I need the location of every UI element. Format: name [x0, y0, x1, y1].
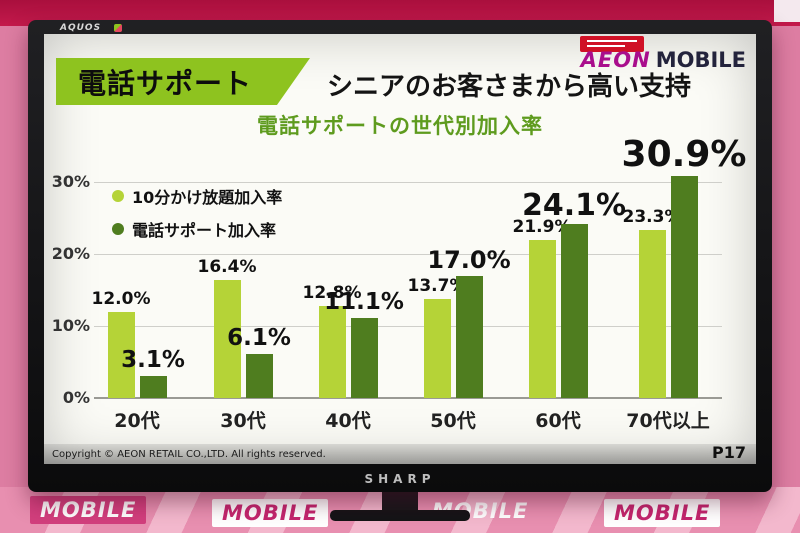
mobile-logo-text: MOBILE — [655, 48, 746, 72]
legend-item: 電話サポート加入率 — [112, 217, 282, 241]
bar-phone-support — [350, 318, 378, 398]
chart-title: 電話サポートの世代別加入率 — [257, 114, 543, 138]
value-label: 16.4% — [197, 256, 257, 277]
bar-phone-support — [139, 375, 167, 398]
value-label: 13.7% — [407, 276, 467, 297]
sharp-logo: SHARP — [364, 472, 436, 486]
gridline — [94, 397, 722, 399]
legend-label: 10分かけ放題加入率 — [132, 188, 283, 207]
bar-unlimited-call — [423, 299, 451, 398]
x-axis-category: 30代 — [220, 410, 266, 432]
copyright-text: Copyright © AEON RETAIL CO.,LTD. All rig… — [52, 449, 326, 460]
y-axis-tick: 0% — [62, 388, 90, 407]
x-axis-category: 70代以上 — [626, 410, 710, 432]
backdrop-brand-text: MOBILE — [30, 496, 147, 524]
gridline — [94, 325, 722, 327]
bar-phone-support — [245, 354, 273, 398]
value-label: 6.1% — [227, 325, 291, 352]
page-number: P17 — [712, 443, 746, 462]
legend-item: 10分かけ放題加入率 — [112, 184, 282, 208]
chart-plot: 0% 10% 20% 30% 12.0% 16.4% 12.8% 13.7% 21.9% 23.3… — [44, 34, 756, 464]
legend-dot-icon — [112, 223, 124, 235]
bar-unlimited-call — [213, 279, 241, 398]
tv-stand-base — [330, 510, 470, 521]
y-axis-tick: 30% — [51, 172, 90, 191]
x-axis-category: 20代 — [114, 410, 160, 432]
legend-label: 電話サポート加入率 — [132, 221, 277, 240]
tv-screen: AEON MOBILE 電話サポート シニアのお客さまから高い支持 電話サポートの… — [44, 34, 756, 464]
bar-unlimited-call — [638, 230, 666, 398]
value-label: 12.8% — [302, 282, 362, 303]
aquos-logo: AQUOS — [60, 23, 102, 33]
value-label: 30.9% — [621, 133, 747, 175]
bar-unlimited-call — [107, 311, 135, 398]
gridline — [94, 253, 722, 255]
x-axis-category: 50代 — [430, 410, 476, 432]
backdrop-brand-text: MOBILE — [604, 499, 721, 527]
bar-phone-support — [455, 275, 483, 398]
x-axis-category: 40代 — [325, 410, 371, 432]
value-label: 3.1% — [121, 346, 185, 373]
bar-phone-support — [560, 224, 588, 398]
chart-legend: 10分かけ放題加入率 電話サポート加入率 — [112, 184, 282, 250]
topic-banner: 電話サポート — [56, 58, 310, 105]
gridline — [94, 181, 722, 183]
bar-unlimited-call — [318, 305, 346, 398]
backdrop-corner-sign — [774, 0, 800, 22]
value-label: 11.1% — [324, 289, 404, 316]
bar-phone-support — [670, 175, 698, 398]
tv-frame: AQUOS SHARP AEON MOBILE 電話サポート シニアのお客さまから… — [28, 20, 772, 492]
red-info-badge — [580, 36, 644, 52]
aquos-badge-icon — [114, 24, 122, 32]
value-label: 17.0% — [427, 245, 511, 274]
aeon-logo-text: AEON — [580, 48, 651, 72]
aeon-mobile-logo: AEON MOBILE — [581, 48, 746, 72]
slide-title: シニアのお客さまから高い支持 — [327, 72, 692, 102]
value-label: 21.9% — [512, 217, 572, 238]
backdrop-brand-text: MOBILE — [212, 499, 329, 527]
y-axis-tick: 20% — [51, 244, 90, 263]
bar-unlimited-call — [528, 240, 556, 398]
value-label: 12.0% — [91, 288, 151, 309]
value-label: 23.3% — [622, 207, 682, 228]
legend-dot-icon — [112, 190, 124, 202]
value-label: 24.1% — [521, 188, 627, 224]
x-axis-category: 60代 — [535, 410, 581, 432]
y-axis-tick: 10% — [51, 316, 90, 335]
slide-footer-band — [44, 444, 756, 464]
